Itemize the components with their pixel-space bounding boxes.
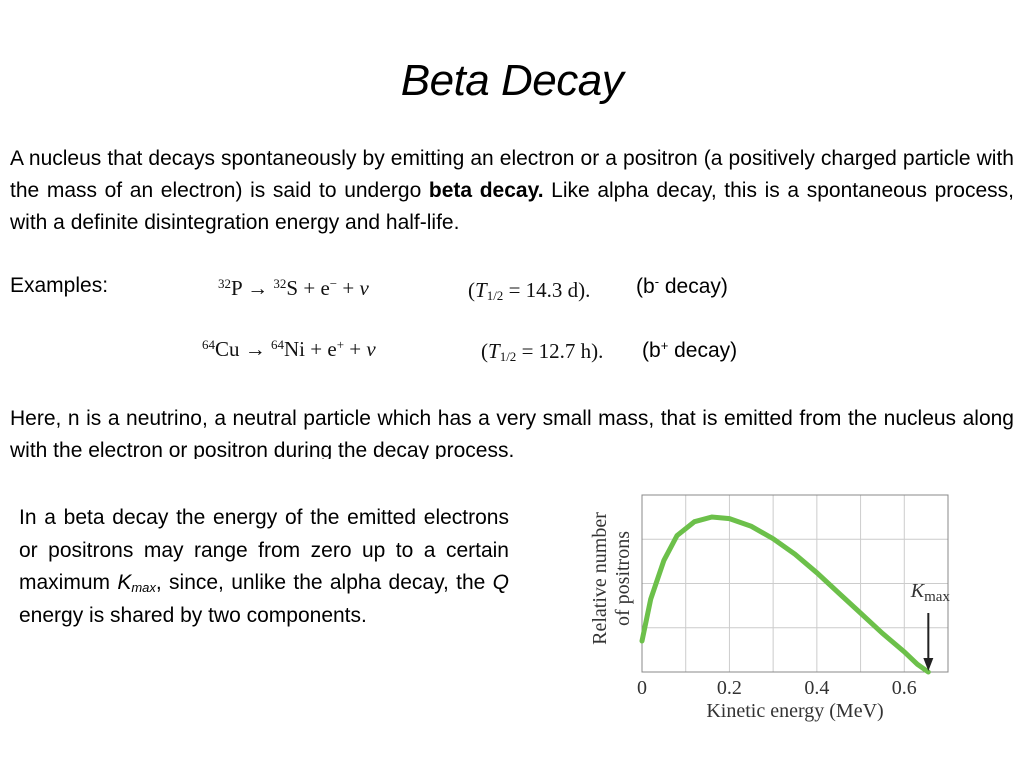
beta-spectrum-chart: 0 0.2 0.4 0.6 Kinetic energy (MeV) Relative…: [589, 494, 951, 722]
parent-nucleus: P: [231, 276, 242, 300]
reaction-1-half-life: (T1/2 = 14.3 d).: [468, 278, 591, 303]
plus-sign: +: [349, 337, 362, 361]
energy-text-3: energy is shared by two components.: [19, 603, 367, 627]
beta-decay-term: beta decay.: [428, 179, 544, 202]
x-tick-label: 0.4: [804, 677, 829, 699]
q-symbol: Q: [492, 571, 509, 594]
decay-suffix: decay): [659, 275, 728, 298]
kmax-label: Kmax: [910, 580, 951, 605]
energy-text-2: , since, unlike the alpha decay, the: [155, 571, 493, 594]
kmax-subscript: max: [131, 580, 156, 595]
decay-sign: +: [660, 338, 669, 353]
neutrino-symbol: ν: [366, 337, 376, 361]
half-life-subscript: 1/2: [499, 349, 517, 364]
daughter-mass-number: 32: [273, 276, 287, 291]
neutrino-paragraph: Here, n is a neutrino, a neutral particl…: [10, 407, 1014, 459]
particle-charge: +: [336, 337, 345, 352]
intro-paragraph: A nucleus that decays spontaneously by e…: [10, 143, 1014, 239]
y-axis-label: Relative number of positrons: [589, 512, 634, 645]
emitted-particle: e: [320, 276, 330, 300]
energy-text-1: In a beta decay the energy of the emitte…: [19, 506, 509, 594]
parent-nucleus: Cu: [215, 337, 240, 361]
x-tick-labels: 0 0.2 0.4 0.6: [637, 677, 917, 699]
parent-mass-number: 64: [202, 337, 215, 352]
decay-prefix: (b: [636, 275, 655, 298]
reaction-arrow: →: [247, 276, 269, 300]
x-tick-label: 0.2: [717, 677, 742, 699]
particle-charge: −: [329, 276, 338, 291]
y-axis-label-line-2: of positrons: [612, 531, 634, 626]
y-axis-label-line-1: Relative number: [589, 512, 611, 645]
spectrum-curve: [639, 514, 931, 675]
x-axis-label: Kinetic energy (MeV): [706, 700, 883, 722]
kmax-k: K: [117, 571, 132, 594]
reaction-2-equation: 64Cu → 64Ni + e+ + ν: [202, 337, 376, 362]
emitted-particle: e: [327, 337, 337, 361]
decay-sign: -: [654, 274, 660, 289]
x-tick-label: 0.6: [892, 677, 917, 699]
daughter-nucleus: Ni: [284, 337, 306, 361]
plot-frame: [641, 494, 949, 673]
x-tick-label: 0: [637, 677, 647, 699]
decay-suffix: decay): [668, 339, 738, 362]
neutrino-symbol: ν: [359, 276, 369, 300]
half-life-subscript: 1/2: [486, 288, 504, 303]
page-title: Beta Decay: [400, 56, 624, 105]
half-life-value: = 14.3 d).: [508, 278, 591, 302]
intro-text-1: A nucleus that decays spontaneously by e…: [10, 147, 1014, 202]
reaction-1-equation: 32P → 32S + e− + ν: [218, 276, 369, 301]
daughter-mass-number: 64: [271, 337, 285, 352]
reaction-arrow: →: [244, 337, 266, 361]
plus-sign: +: [303, 276, 316, 300]
examples-label: Examples:: [10, 274, 109, 297]
half-life-value: = 12.7 h).: [521, 339, 604, 363]
chart-grid: [642, 495, 948, 672]
kmax-symbol: Kmax: [117, 571, 156, 594]
half-life-symbol: T: [475, 278, 487, 302]
daughter-nucleus: S: [286, 276, 299, 300]
parent-mass-number: 32: [218, 276, 231, 291]
kmax-annotation: Kmax: [910, 580, 951, 671]
kmax-arrow-head: [923, 658, 934, 671]
reaction-2-half-life: (T1/2 = 12.7 h).: [481, 339, 604, 364]
reaction-2-decay-type: (b+ decay): [642, 339, 737, 363]
reaction-1-decay-type: (b- decay): [636, 275, 728, 299]
energy-paragraph: In a beta decay the energy of the emitte…: [19, 502, 509, 632]
plus-sign: +: [310, 337, 323, 361]
decay-prefix: (b: [642, 339, 661, 362]
intro-text-2: Like alpha decay, this is a spontaneous …: [10, 179, 1014, 234]
plus-sign: +: [342, 276, 355, 300]
half-life-symbol: T: [488, 339, 500, 363]
